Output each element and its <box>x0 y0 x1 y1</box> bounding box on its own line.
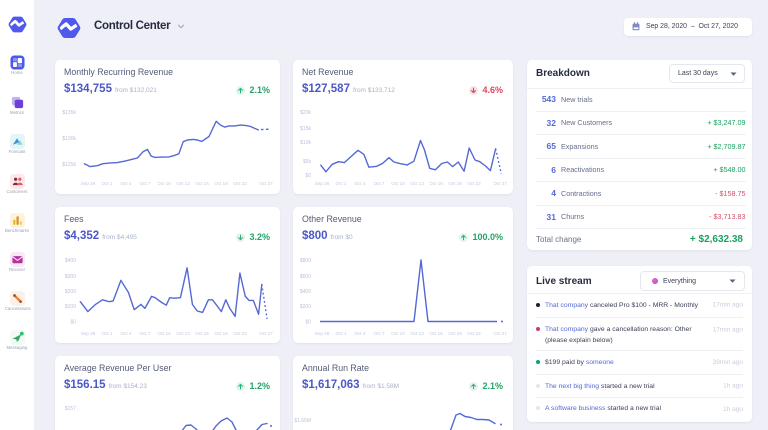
svg-text:Oct 27: Oct 27 <box>493 181 507 186</box>
svg-text:$135k: $135k <box>62 110 76 116</box>
svg-text:$10k: $10k <box>300 140 311 146</box>
svg-text:Oct 19: Oct 19 <box>448 181 462 186</box>
svg-text:$400: $400 <box>300 289 311 295</box>
svg-text:Oct 19: Oct 19 <box>214 331 228 336</box>
svg-text:Oct 19: Oct 19 <box>448 331 462 336</box>
svg-text:$0: $0 <box>305 320 311 326</box>
svg-text:Oct 4: Oct 4 <box>355 181 366 186</box>
svg-text:Oct 13: Oct 13 <box>410 331 424 336</box>
svg-text:$600: $600 <box>300 274 311 280</box>
svg-text:$125k: $125k <box>62 162 76 168</box>
svg-text:Oct 13: Oct 13 <box>176 331 190 336</box>
svg-text:Oct 10: Oct 10 <box>157 331 171 336</box>
svg-text:$400: $400 <box>65 258 76 264</box>
svg-text:$800: $800 <box>300 258 311 264</box>
svg-text:Sep 28: Sep 28 <box>315 181 330 186</box>
svg-text:Oct 16: Oct 16 <box>429 181 443 186</box>
svg-text:$300: $300 <box>65 274 76 280</box>
svg-text:Oct 27: Oct 27 <box>493 331 507 336</box>
svg-text:Oct 1: Oct 1 <box>102 331 113 336</box>
svg-text:$157: $157 <box>65 406 76 412</box>
svg-text:Oct 7: Oct 7 <box>374 181 385 186</box>
svg-text:Oct 4: Oct 4 <box>121 331 132 336</box>
svg-text:$130k: $130k <box>62 136 76 142</box>
svg-text:Oct 22: Oct 22 <box>233 181 247 186</box>
svg-text:Oct 13: Oct 13 <box>176 181 190 186</box>
svg-text:$200: $200 <box>300 304 311 310</box>
svg-text:$100: $100 <box>65 304 76 310</box>
svg-text:$15k: $15k <box>300 126 311 132</box>
svg-text:Oct 4: Oct 4 <box>121 181 132 186</box>
svg-text:Oct 7: Oct 7 <box>374 331 385 336</box>
svg-text:Oct 4: Oct 4 <box>355 331 366 336</box>
svg-text:Oct 10: Oct 10 <box>391 181 405 186</box>
svg-text:Oct 22: Oct 22 <box>467 331 481 336</box>
svg-text:$1.65M: $1.65M <box>294 418 311 424</box>
svg-text:Oct 16: Oct 16 <box>195 181 209 186</box>
svg-text:Oct 22: Oct 22 <box>233 331 247 336</box>
svg-text:Oct 7: Oct 7 <box>140 331 151 336</box>
svg-text:Oct 10: Oct 10 <box>391 331 405 336</box>
svg-text:Sep 28: Sep 28 <box>81 331 96 336</box>
svg-text:Oct 16: Oct 16 <box>195 331 209 336</box>
svg-text:Oct 1: Oct 1 <box>336 331 347 336</box>
svg-text:$5k: $5k <box>303 159 312 165</box>
svg-text:Oct 1: Oct 1 <box>102 181 113 186</box>
svg-text:Oct 27: Oct 27 <box>259 331 273 336</box>
svg-text:Oct 10: Oct 10 <box>157 181 171 186</box>
svg-text:Oct 13: Oct 13 <box>410 181 424 186</box>
svg-text:Oct 1: Oct 1 <box>336 181 347 186</box>
svg-text:$0: $0 <box>305 173 311 179</box>
svg-text:Oct 16: Oct 16 <box>429 331 443 336</box>
svg-text:$20k: $20k <box>300 110 311 116</box>
svg-text:Oct 27: Oct 27 <box>259 181 273 186</box>
svg-text:Oct 7: Oct 7 <box>140 181 151 186</box>
svg-text:Sep 28: Sep 28 <box>315 331 330 336</box>
svg-text:Oct 22: Oct 22 <box>467 181 481 186</box>
svg-text:Sep 28: Sep 28 <box>81 181 96 186</box>
svg-text:$0: $0 <box>70 320 76 326</box>
svg-text:Oct 19: Oct 19 <box>214 181 228 186</box>
svg-text:$200: $200 <box>65 289 76 295</box>
